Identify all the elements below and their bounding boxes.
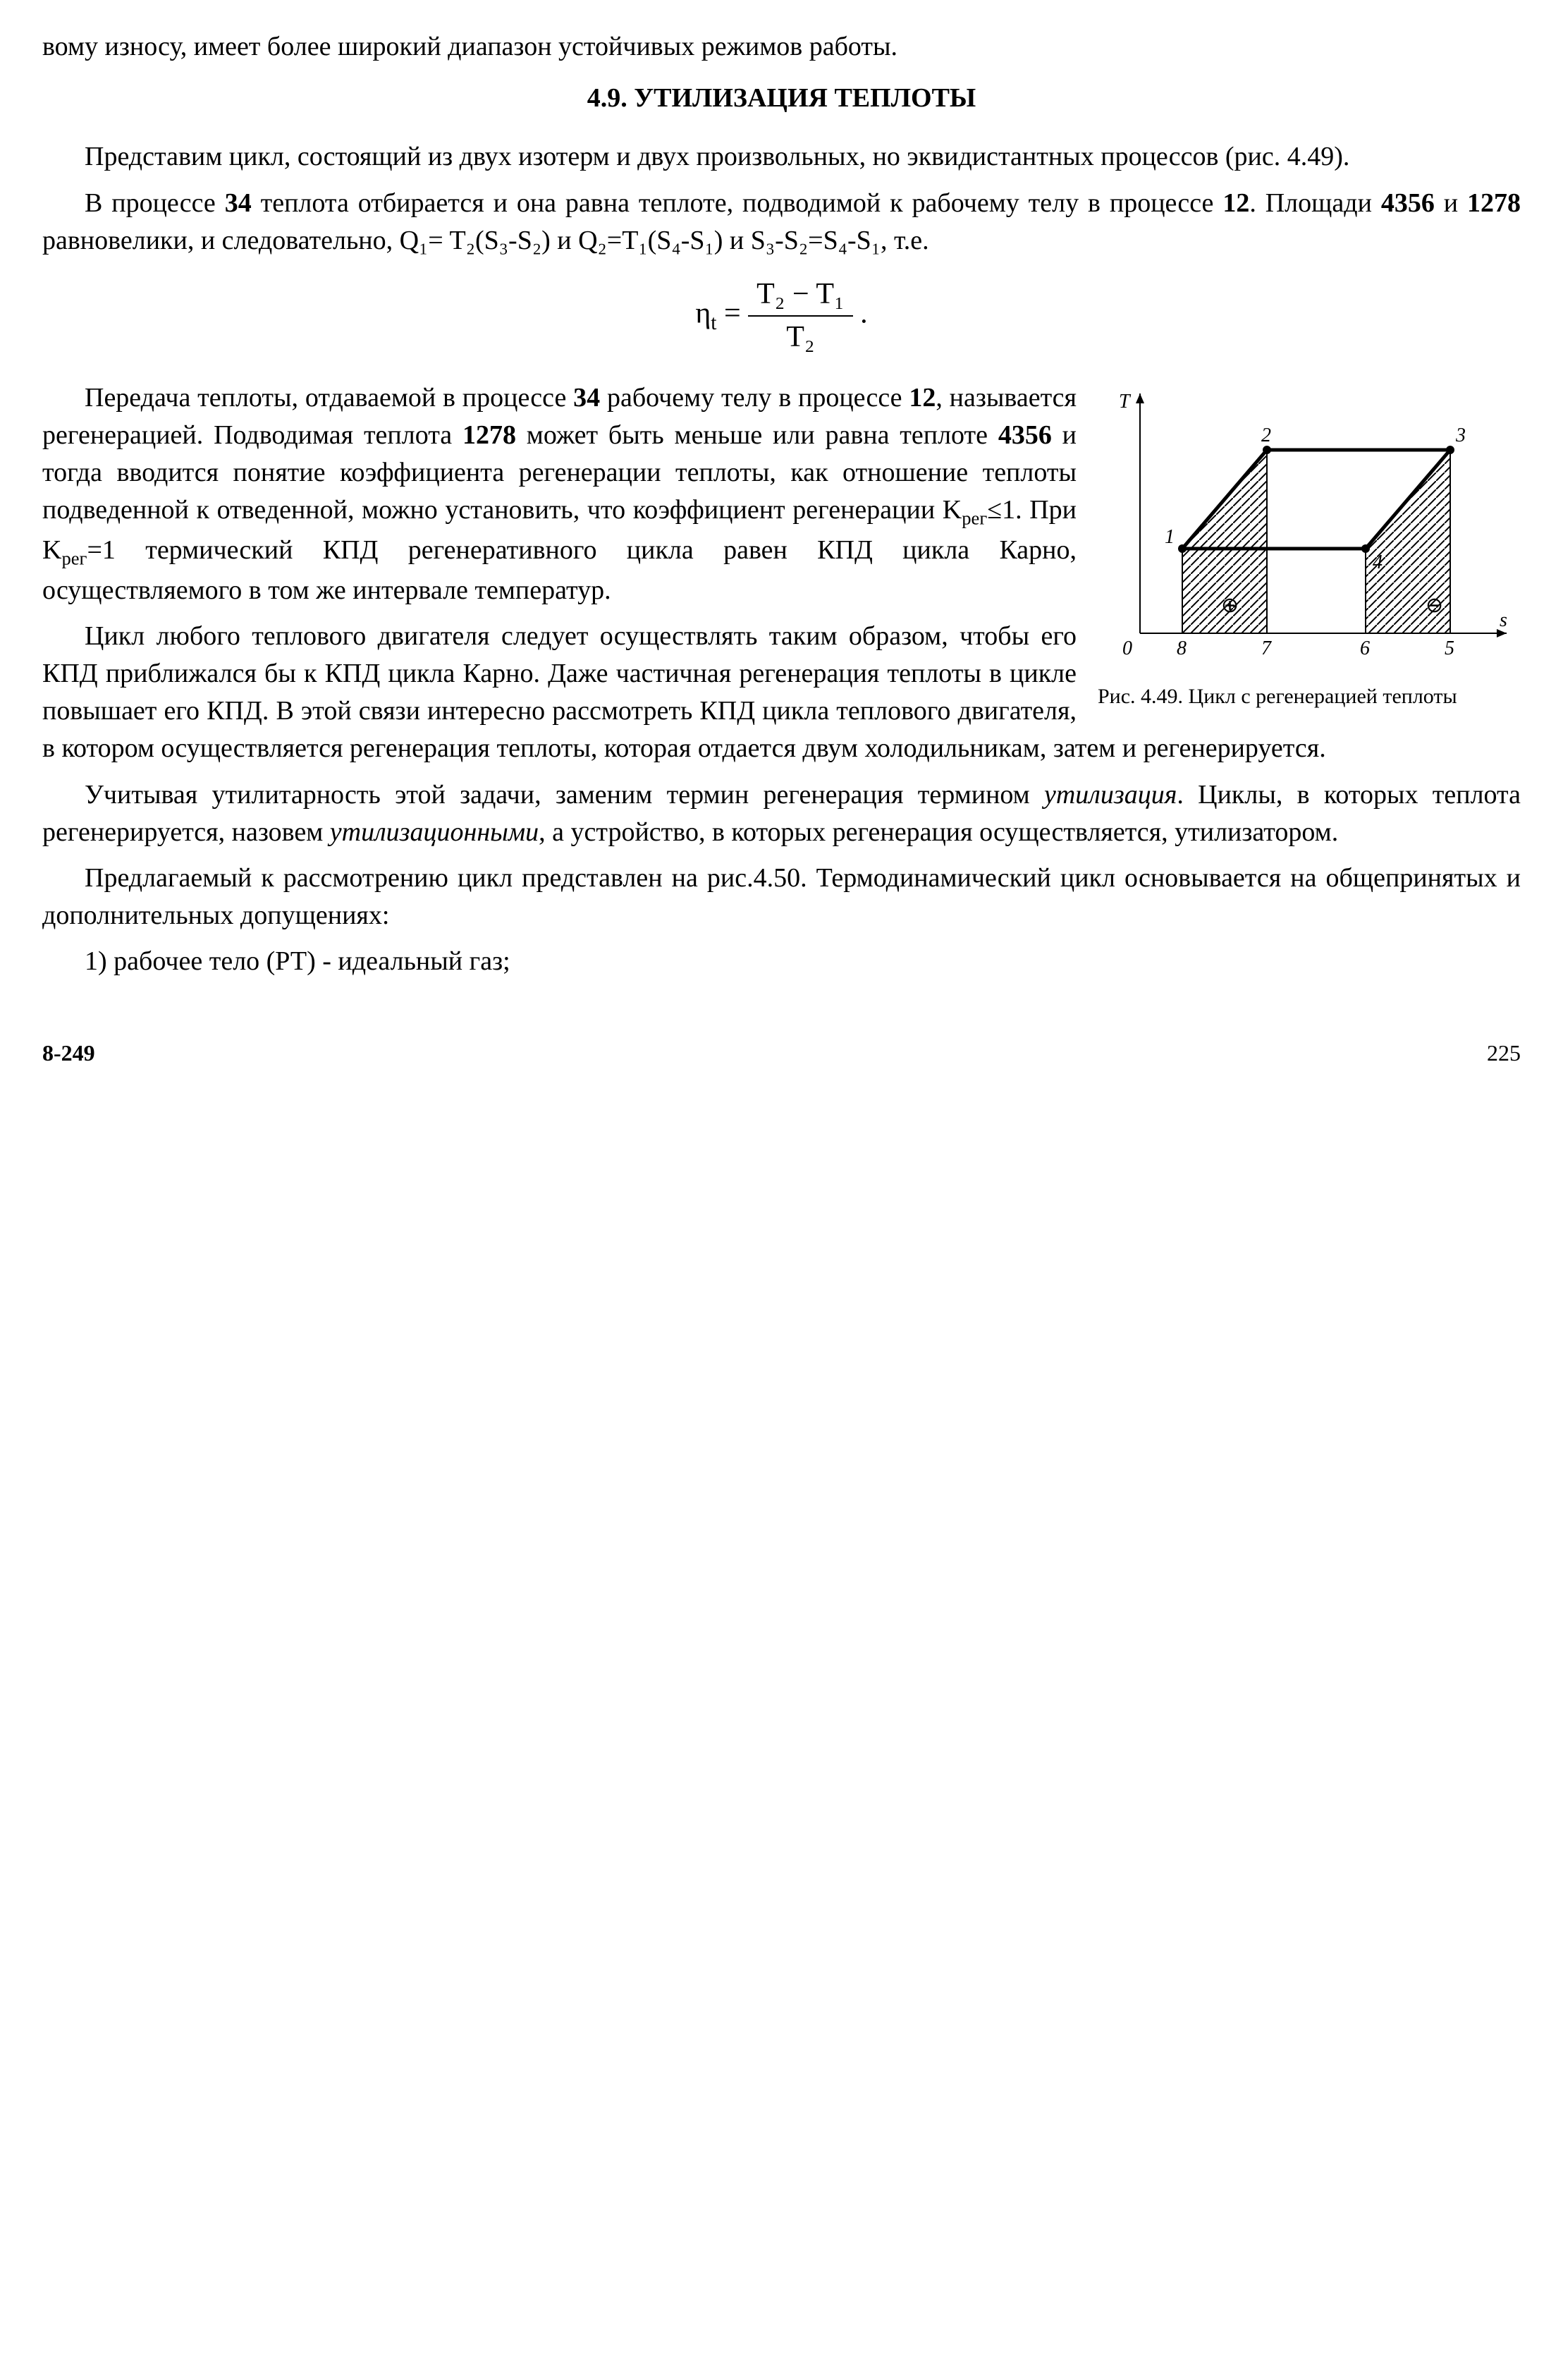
paragraph-5: Учитывая утилитарность этой задачи, заме… <box>42 776 1521 851</box>
p3-b2: 12 <box>909 383 936 413</box>
p3-t7: =1 термический КПД регенеративного цикла… <box>42 535 1077 605</box>
formula-eta-sym: η <box>695 297 711 329</box>
formula-dot: . <box>853 297 868 329</box>
p2-b3: 4356 <box>1381 188 1435 218</box>
formula-eq: = <box>716 297 748 329</box>
p2-t3: . Площади <box>1249 188 1381 218</box>
diagram-svg: ⊕ ⊖ Ts 0 1 2 3 4 5 6 7 8 <box>1098 379 1521 676</box>
p5-t1: Учитывая утилитарность этой задачи, заме… <box>85 780 1044 810</box>
p5-i2: утилизационными <box>330 817 539 847</box>
svg-text:⊕: ⊕ <box>1221 594 1239 617</box>
paragraph-2: В процессе 34 теплота отбирается и она р… <box>42 185 1521 260</box>
p2-t4: и <box>1435 188 1467 218</box>
formula-num: T₂ − T₁ <box>748 274 853 317</box>
paragraph-7: 1) рабочее тело (РТ) - идеальный газ; <box>42 943 1521 980</box>
footer-left: 8-249 <box>42 1037 95 1069</box>
svg-text:⊖: ⊖ <box>1426 594 1443 617</box>
svg-text:7: 7 <box>1261 637 1272 659</box>
svg-text:2: 2 <box>1261 425 1271 446</box>
svg-text:s: s <box>1500 609 1507 631</box>
svg-text:8: 8 <box>1177 637 1187 659</box>
p3-b3: 1278 <box>462 420 516 450</box>
svg-text:5: 5 <box>1445 637 1454 659</box>
paragraph-1: Представим цикл, состоящий из двух изоте… <box>42 138 1521 176</box>
svg-text:0: 0 <box>1122 637 1132 659</box>
svg-text:3: 3 <box>1455 425 1466 446</box>
formula-frac: T₂ − T₁T₂ <box>748 274 853 358</box>
p2-t2: теплота отбирается и она равна теплоте, … <box>252 188 1223 218</box>
p5-i1: утилизация <box>1044 780 1177 810</box>
p3-t2: рабочему телу в процессе <box>600 383 909 413</box>
p3-sub2: рег <box>61 548 87 569</box>
svg-text:6: 6 <box>1360 637 1370 659</box>
p2-t5: равновелики, и следовательно, Q₁= T₂(S₃-… <box>42 226 929 255</box>
svg-text:4: 4 <box>1373 551 1383 573</box>
paragraph-6: Предлагаемый к рассмотрению цикл предста… <box>42 860 1521 934</box>
formula-eta: ηt = T₂ − T₁T₂ . <box>42 274 1521 358</box>
formula-den: T₂ <box>748 317 853 358</box>
p3-b1: 34 <box>573 383 600 413</box>
p2-b2: 12 <box>1222 188 1249 218</box>
footer-right: 225 <box>1487 1037 1521 1069</box>
intro-fragment: вому износу, имеет более широкий диапазо… <box>42 28 1521 66</box>
p3-b4: 4356 <box>998 420 1052 450</box>
p3-t1: Передача теплоты, отдаваемой в процессе <box>85 383 573 413</box>
svg-text:1: 1 <box>1165 526 1175 548</box>
svg-text:T: T <box>1119 391 1132 413</box>
section-title: 4.9. УТИЛИЗАЦИЯ ТЕПЛОТЫ <box>42 80 1521 117</box>
figure-4-49: ⊕ ⊖ Ts 0 1 2 3 4 5 6 7 8 Рис. 4.49. Цикл с регенера… <box>1098 379 1521 710</box>
p2-b4: 1278 <box>1467 188 1521 218</box>
page-footer: 8-249 225 <box>42 1037 1521 1069</box>
p5-t3: , а устройство, в которых регенерация ос… <box>539 817 1338 847</box>
p2-t1: В процессе <box>85 188 225 218</box>
p3-t4: может быть меньше или равна теплоте <box>516 420 998 450</box>
p2-b1: 34 <box>225 188 252 218</box>
p3-sub1: рег <box>962 508 987 529</box>
figure-caption: Рис. 4.49. Цикл с регенерацией теплоты <box>1098 683 1521 710</box>
